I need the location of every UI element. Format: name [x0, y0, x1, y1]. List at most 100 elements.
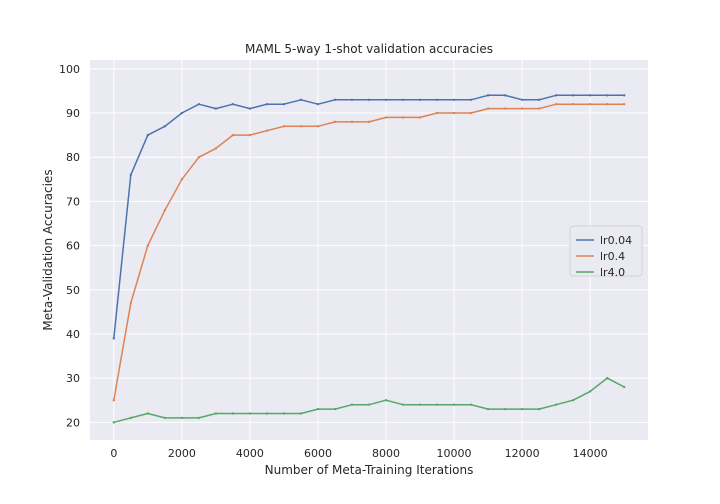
data-point-lr4.0: [163, 416, 167, 420]
data-point-lr0.04: [452, 98, 456, 101]
data-point-lr4.0: [418, 403, 422, 406]
data-point-lr0.4: [554, 102, 558, 106]
x-tick-label: 10000: [437, 447, 472, 460]
data-point-lr4.0: [112, 421, 116, 424]
data-point-lr4.0: [503, 407, 507, 411]
data-point-lr4.0: [316, 407, 320, 411]
data-point-lr0.4: [588, 102, 592, 106]
data-point-lr0.4: [571, 102, 575, 106]
data-point-lr0.4: [537, 107, 541, 110]
data-point-lr0.4: [333, 120, 337, 124]
data-point-lr0.04: [112, 337, 116, 340]
y-tick-label: 50: [66, 284, 80, 297]
data-point-lr0.04: [146, 133, 150, 137]
legend-label-lr4.0: lr4.0: [600, 266, 625, 279]
y-tick-label: 20: [66, 416, 80, 429]
data-point-lr0.04: [503, 94, 507, 97]
data-point-lr0.04: [537, 98, 541, 101]
data-point-lr0.04: [571, 94, 575, 97]
data-point-lr4.0: [367, 403, 371, 406]
data-point-lr4.0: [605, 376, 609, 380]
x-tick-label: 12000: [505, 447, 540, 460]
data-point-lr4.0: [180, 416, 184, 420]
y-axis-label: Meta-Validation Accuracies: [41, 169, 55, 330]
data-point-lr0.04: [282, 102, 286, 106]
x-tick-label: 4000: [236, 447, 264, 460]
data-point-lr0.04: [248, 107, 252, 110]
data-point-lr4.0: [486, 407, 490, 411]
data-point-lr0.4: [435, 111, 439, 115]
legend-box: [569, 225, 643, 277]
data-point-lr0.4: [146, 244, 150, 247]
data-point-lr0.4: [486, 107, 490, 110]
data-point-lr4.0: [265, 412, 269, 415]
data-point-lr0.4: [282, 125, 286, 128]
data-point-lr4.0: [469, 403, 473, 406]
data-point-lr4.0: [299, 412, 303, 415]
data-point-lr0.04: [367, 98, 371, 101]
data-point-lr0.4: [605, 102, 609, 106]
data-point-lr0.4: [622, 102, 626, 106]
data-point-lr0.4: [231, 133, 235, 137]
data-point-lr4.0: [214, 412, 218, 415]
data-point-lr0.04: [605, 94, 609, 97]
data-point-lr0.4: [129, 301, 133, 305]
series-layer: [112, 94, 626, 424]
data-point-lr0.04: [333, 98, 337, 101]
data-point-lr0.04: [197, 102, 201, 106]
data-point-lr0.04: [486, 94, 490, 97]
legend: lr0.04 lr0.4 lr4.0: [569, 225, 643, 279]
data-point-lr4.0: [350, 403, 354, 406]
data-point-lr0.04: [214, 107, 218, 110]
x-tick-labels: 0 2000 4000 6000 8000 10000 12000 14000: [110, 447, 607, 460]
data-point-lr0.04: [350, 98, 354, 101]
data-point-lr4.0: [146, 412, 150, 415]
data-point-lr4.0: [588, 390, 592, 393]
data-point-lr0.04: [435, 98, 439, 101]
data-point-lr0.4: [520, 107, 524, 110]
x-tick-label: 8000: [372, 447, 400, 460]
data-point-lr0.04: [129, 173, 133, 177]
plot-background: [90, 60, 648, 440]
data-point-lr0.04: [265, 102, 269, 106]
data-point-lr0.04: [163, 125, 167, 128]
data-point-lr4.0: [248, 412, 252, 415]
chart-title: MAML 5-way 1-shot validation accuracies: [245, 42, 493, 56]
data-point-lr0.04: [418, 98, 422, 101]
data-point-lr0.04: [231, 102, 235, 106]
data-point-lr4.0: [282, 412, 286, 415]
data-point-lr4.0: [333, 407, 337, 411]
data-point-lr0.4: [214, 147, 218, 150]
data-point-lr0.4: [265, 129, 269, 132]
data-point-lr0.04: [180, 111, 184, 115]
data-point-lr0.04: [299, 98, 303, 101]
data-point-lr4.0: [197, 416, 201, 420]
data-point-lr0.4: [452, 111, 456, 115]
data-point-lr0.04: [316, 102, 320, 106]
data-point-lr4.0: [554, 403, 558, 406]
data-point-lr4.0: [129, 416, 133, 420]
data-point-lr0.04: [588, 94, 592, 97]
y-tick-label: 30: [66, 372, 80, 385]
data-point-lr4.0: [435, 403, 439, 406]
data-point-lr0.4: [350, 120, 354, 124]
y-tick-label: 90: [66, 107, 80, 120]
grid-lines: [90, 60, 648, 440]
data-point-lr4.0: [571, 399, 575, 402]
data-point-lr0.4: [316, 125, 320, 128]
data-point-lr0.4: [418, 116, 422, 119]
data-point-lr4.0: [452, 403, 456, 406]
data-point-lr0.4: [384, 116, 388, 119]
data-point-lr0.4: [248, 133, 252, 137]
y-tick-label: 80: [66, 151, 80, 164]
data-point-lr4.0: [537, 407, 541, 411]
y-tick-label: 100: [59, 63, 80, 76]
data-point-lr0.4: [401, 116, 405, 119]
data-point-lr0.04: [622, 94, 626, 97]
legend-label-lr0.4: lr0.4: [600, 250, 625, 263]
data-point-lr4.0: [622, 385, 626, 389]
data-point-lr0.4: [112, 399, 116, 402]
y-tick-label: 70: [66, 195, 80, 208]
data-point-lr0.04: [401, 98, 405, 101]
